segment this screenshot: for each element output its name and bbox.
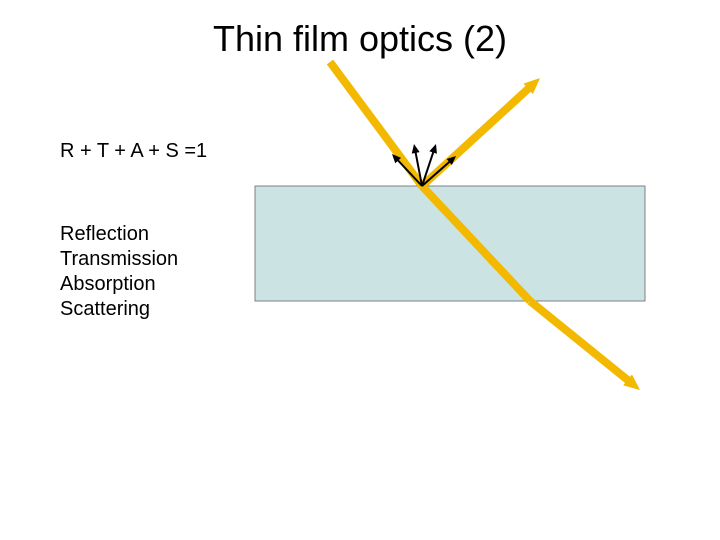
optics-diagram (0, 0, 720, 540)
ray-incident (330, 62, 422, 186)
film-rect (255, 186, 645, 301)
ray-transmitted-out (530, 301, 640, 390)
scatter-arrows (392, 144, 456, 186)
slide: Thin film optics (2) R + T + A + S =1 Re… (0, 0, 720, 540)
